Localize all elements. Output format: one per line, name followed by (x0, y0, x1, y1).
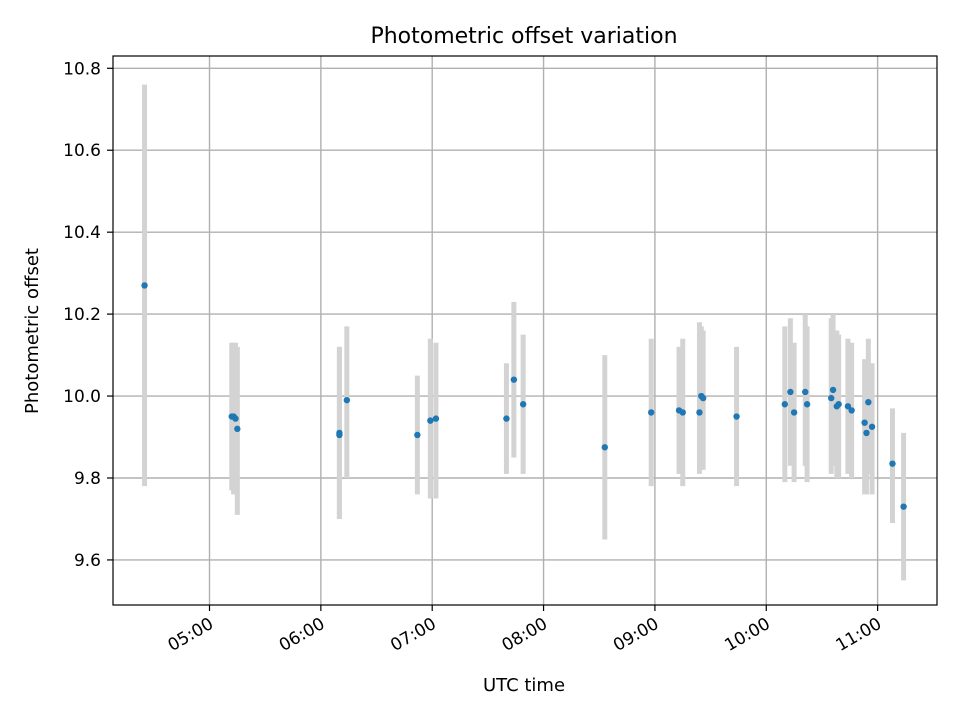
data-point (699, 394, 707, 402)
x-tick-label: 10:00 (721, 614, 773, 656)
y-tick-label: 9.6 (74, 551, 101, 571)
data-point (835, 401, 842, 408)
y-tick-labels: 9.6 9.8 10.0 10.2 10.4 10.6 10.8 (63, 59, 101, 571)
data-point (696, 409, 703, 416)
data-point (844, 403, 852, 410)
y-axis-label: Photometric offset (22, 248, 43, 414)
axes-frame (112, 55, 938, 606)
x-tick-labels: 05:00 06:00 07:00 08:00 09:00 10:00 11:00 (165, 614, 886, 656)
chart-title: Photometric offset variation (370, 24, 677, 49)
data-point (889, 460, 896, 467)
data-point (503, 415, 510, 422)
y-tick-label: 10.8 (63, 59, 101, 79)
x-tick-label: 09:00 (610, 614, 662, 656)
data-point (790, 409, 798, 416)
y-tick-label: 10.0 (63, 387, 101, 407)
data-point (414, 431, 421, 439)
data-points (141, 282, 907, 510)
data-point (803, 401, 811, 408)
data-point (802, 388, 809, 396)
data-point (232, 415, 239, 422)
data-point (432, 415, 440, 422)
y-tick-label: 10.2 (63, 305, 101, 325)
data-point (234, 425, 241, 433)
x-tick-label: 08:00 (499, 614, 551, 656)
x-axis-label: UTC time (483, 675, 565, 696)
data-point (863, 429, 870, 437)
data-point (861, 419, 868, 426)
error-bars (142, 84, 907, 581)
data-point (828, 394, 835, 402)
data-point (343, 396, 351, 404)
data-point (427, 417, 434, 424)
x-tick-label: 05:00 (165, 614, 217, 656)
data-point (519, 401, 527, 408)
data-point (647, 409, 655, 416)
data-point (865, 398, 872, 406)
data-point (141, 282, 148, 289)
data-point (900, 503, 907, 510)
data-point (781, 401, 789, 408)
data-point (733, 413, 740, 420)
y-tick-label: 9.8 (74, 469, 101, 489)
data-point (848, 407, 855, 414)
data-point (829, 386, 837, 394)
data-point (787, 388, 794, 396)
x-tick-label: 07:00 (387, 614, 439, 656)
y-tick-label: 10.4 (63, 223, 101, 243)
data-point (679, 409, 686, 416)
y-tick-label: 10.6 (63, 141, 101, 161)
tick-marks (107, 67, 879, 611)
grid-lines (113, 56, 937, 605)
data-point (336, 431, 343, 439)
x-tick-label: 11:00 (833, 614, 885, 656)
data-point (868, 423, 876, 430)
x-tick-label: 06:00 (276, 614, 328, 656)
data-point (510, 376, 518, 383)
data-point (601, 444, 609, 451)
